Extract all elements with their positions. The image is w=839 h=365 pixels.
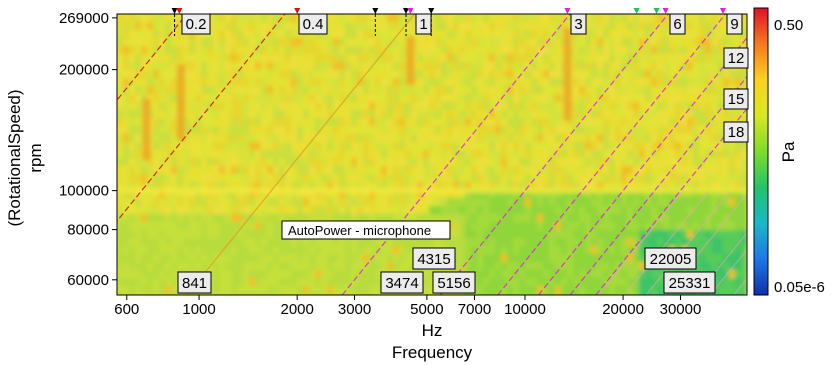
order-line [595, 107, 747, 295]
y-tick-label: 80000 [67, 222, 109, 239]
order-label-box-text: 18 [728, 124, 745, 141]
frequency-label-box-text: 841 [182, 275, 207, 292]
order-label-box: 6 [669, 13, 686, 35]
cursor-marker [564, 8, 571, 14]
order-lines [117, 14, 747, 295]
cursor-marker [653, 8, 660, 14]
frequency-label-box-text: 5156 [437, 275, 470, 292]
y-axis: 60000 80000 100000 200000 269000 [59, 10, 117, 289]
order-label-box: 3 [570, 13, 587, 35]
x-axis: 600 1000 2000 3000 5000 7000 10000 20000 30000 [114, 295, 701, 318]
order-label-box-text: 3 [574, 16, 582, 33]
x-tick-label: 10000 [504, 301, 546, 318]
y-tick-label: 100000 [59, 183, 109, 200]
order-label-box: 9 [726, 13, 743, 35]
annotation: AutoPower - microphone [281, 220, 451, 240]
x-tick-label: 600 [114, 301, 139, 318]
colorbar-max-label: 0.50 [774, 17, 803, 34]
cursor-marker [633, 8, 640, 14]
order-line [497, 14, 727, 295]
cursor-marker [662, 8, 669, 14]
order-label-box: 12 [723, 47, 749, 69]
order-label-box: 0.2 [181, 13, 211, 35]
x-tick-label: 3000 [338, 301, 371, 318]
y-axis-title: (RotationalSpeed) [5, 89, 24, 226]
cursor-marker [372, 8, 379, 14]
frequency-label-box-text: 22005 [650, 251, 692, 268]
y-tick-label: 200000 [59, 62, 109, 79]
x-tick-label: 5000 [410, 301, 443, 318]
order-label-box-text: 15 [728, 91, 745, 108]
frequency-label-box: 841 [177, 271, 212, 294]
y-tick-label: 269000 [59, 10, 109, 27]
x-axis-title: Frequency [392, 343, 473, 362]
order-line [439, 14, 669, 295]
plot-frame [116, 13, 748, 296]
frequency-labels: 841 3474 4315 5156 22005 25331 [177, 247, 716, 294]
harmonic-line [623, 192, 708, 295]
cursor-marker [294, 8, 301, 14]
frequency-label-box: 4315 [412, 247, 456, 270]
harmonic-line [645, 192, 730, 295]
order-labels: 0.2 0.4 1 3 6 9 12 15 18 [181, 13, 749, 143]
order-line [569, 75, 747, 295]
order-label-box: 0.4 [298, 13, 328, 35]
order-label-box-text: 1 [419, 16, 427, 33]
annotation-text: AutoPower - microphone [288, 223, 431, 238]
harmonic-line [598, 192, 683, 295]
frequency-label-box-text: 4315 [417, 251, 450, 268]
x-axis-unit: Hz [422, 321, 443, 340]
x-tick-label: 1000 [182, 301, 215, 318]
cursor-markers [171, 8, 726, 36]
order-label-box-text: 9 [730, 16, 738, 33]
y-axis-unit: rpm [26, 143, 45, 172]
order-label-box-text: 6 [673, 16, 681, 33]
order-label-box: 1 [415, 13, 432, 35]
x-tick-label: 30000 [660, 301, 702, 318]
order-line [186, 14, 416, 295]
order-line [117, 14, 188, 101]
frequency-label-box: 25331 [663, 271, 716, 294]
cursor-marker [176, 8, 183, 14]
cursor-marker [719, 8, 726, 14]
colorbar-gradient [753, 7, 769, 296]
y-tick-label: 60000 [67, 272, 109, 289]
frequency-label-box: 5156 [432, 271, 476, 294]
order-label-box: 15 [723, 88, 749, 110]
cursor-marker [403, 8, 410, 14]
order-line [117, 14, 286, 223]
order-label-box-text: 0.4 [303, 16, 324, 33]
colorbar-min-label: 0.05e-6 [774, 279, 825, 296]
x-tick-label: 20000 [602, 301, 644, 318]
frequency-label-box-text: 3474 [385, 275, 418, 292]
order-label-box-text: 12 [728, 50, 745, 67]
x-tick-label: 7000 [458, 301, 491, 318]
cursor-marker [171, 8, 178, 14]
frequency-label-box-text: 25331 [669, 275, 711, 292]
frequency-label-box: 3474 [380, 271, 424, 294]
order-label-box-text: 0.2 [186, 16, 207, 33]
colorbar-label: Pa [779, 141, 798, 162]
cursor-marker [428, 8, 435, 14]
frequency-label-box: 22005 [644, 247, 697, 270]
cursor-marker [407, 8, 414, 14]
order-label-box: 18 [723, 121, 749, 143]
order-line [341, 14, 571, 295]
harmonic-line [709, 248, 747, 295]
colorbar: 0.50 0.05e-6 Pa [753, 7, 825, 296]
x-tick-label: 2000 [280, 301, 313, 318]
